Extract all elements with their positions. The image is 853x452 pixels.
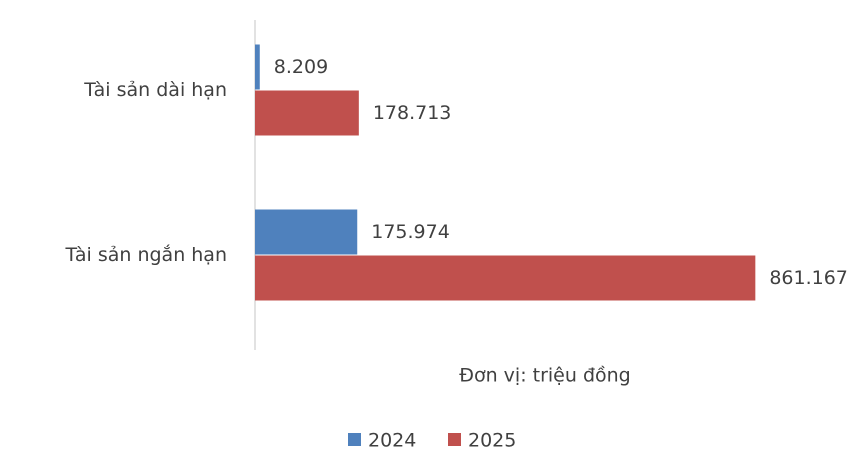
bar [255, 255, 756, 301]
legend-swatch [448, 433, 461, 446]
legend-label: 2025 [468, 430, 516, 452]
legend-label: 2024 [368, 430, 416, 452]
data-label: 178.713 [373, 102, 452, 124]
bar [255, 209, 358, 255]
y-tick-label: Tài sản ngắn hạn [64, 243, 227, 266]
annotation: Đơn vị: triệu đồng [459, 365, 631, 387]
data-label: 8.209 [274, 56, 328, 78]
y-tick-label: Tài sản dài hạn [83, 79, 227, 101]
data-label: 175.974 [371, 221, 450, 243]
data-label: 861.167 [769, 267, 848, 289]
legend-swatch [348, 433, 361, 446]
bar [255, 44, 260, 90]
bar [255, 90, 359, 136]
